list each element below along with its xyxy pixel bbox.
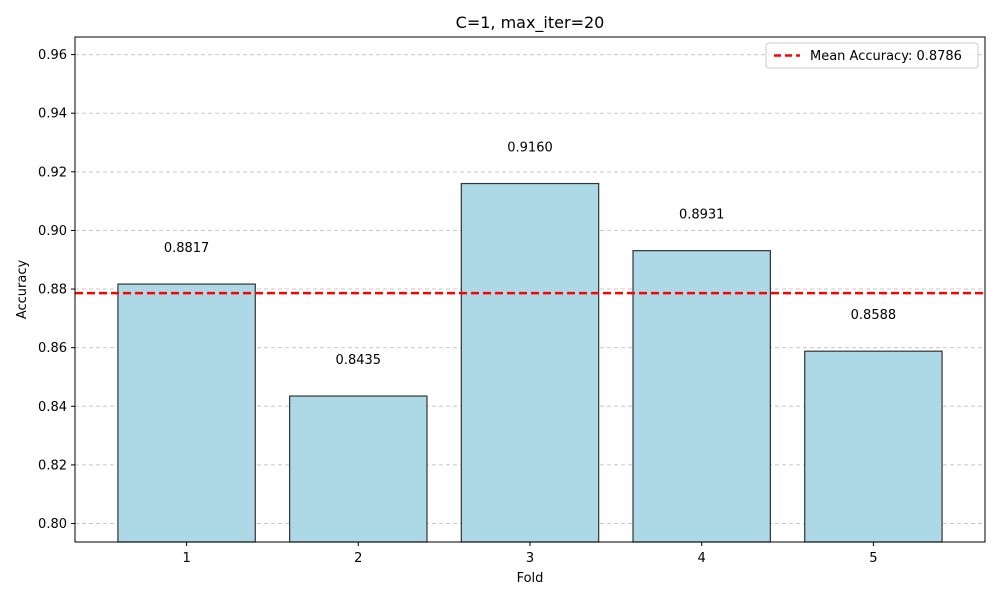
bar — [117, 283, 256, 543]
bar — [289, 395, 428, 543]
y-tick-label: 0.96 — [38, 48, 67, 63]
data-labels: 0.8817 0.8435 0.9160 0.8931 0.8588 — [164, 141, 896, 368]
y-tick-label: 0.90 — [38, 224, 67, 239]
bar — [804, 350, 943, 543]
bars — [117, 182, 943, 543]
bar-value-label: 0.8588 — [851, 308, 897, 323]
y-tick-label: 0.86 — [38, 341, 67, 356]
legend-box — [765, 42, 979, 69]
x-tick-label: 3 — [526, 551, 534, 566]
y-axis-label: Accuracy — [15, 260, 30, 320]
y-tick-label: 0.84 — [38, 400, 67, 415]
y-tick-label: 0.82 — [38, 458, 67, 473]
x-tick-label: 5 — [869, 551, 877, 566]
bar-value-label: 0.8931 — [679, 208, 725, 223]
legend-mean-accuracy-label: Mean Accuracy: 0.8786 — [810, 49, 962, 64]
bar — [460, 182, 600, 543]
y-axis-ticks: 0.80 0.82 0.84 0.86 0.88 0.90 0.92 0.94 0.96 — [38, 48, 75, 532]
y-tick-label: 0.80 — [38, 517, 67, 532]
x-axis-ticks: 1 2 3 4 5 — [182, 542, 878, 566]
x-axis-label: Fold — [517, 571, 544, 586]
x-tick-label: 2 — [354, 551, 362, 566]
bar-value-label: 0.9160 — [507, 141, 553, 156]
bar-value-label: 0.8435 — [336, 353, 382, 368]
y-tick-label: 0.92 — [38, 165, 67, 180]
bar-value-label: 0.8817 — [164, 241, 210, 256]
x-tick-label: 1 — [182, 551, 190, 566]
y-tick-label: 0.88 — [38, 283, 67, 298]
legend: Mean Accuracy: 0.8786 — [765, 42, 979, 69]
x-tick-label: 4 — [698, 551, 706, 566]
chart-title: C=1, max_iter=20 — [456, 13, 605, 33]
y-tick-label: 0.94 — [38, 107, 67, 122]
